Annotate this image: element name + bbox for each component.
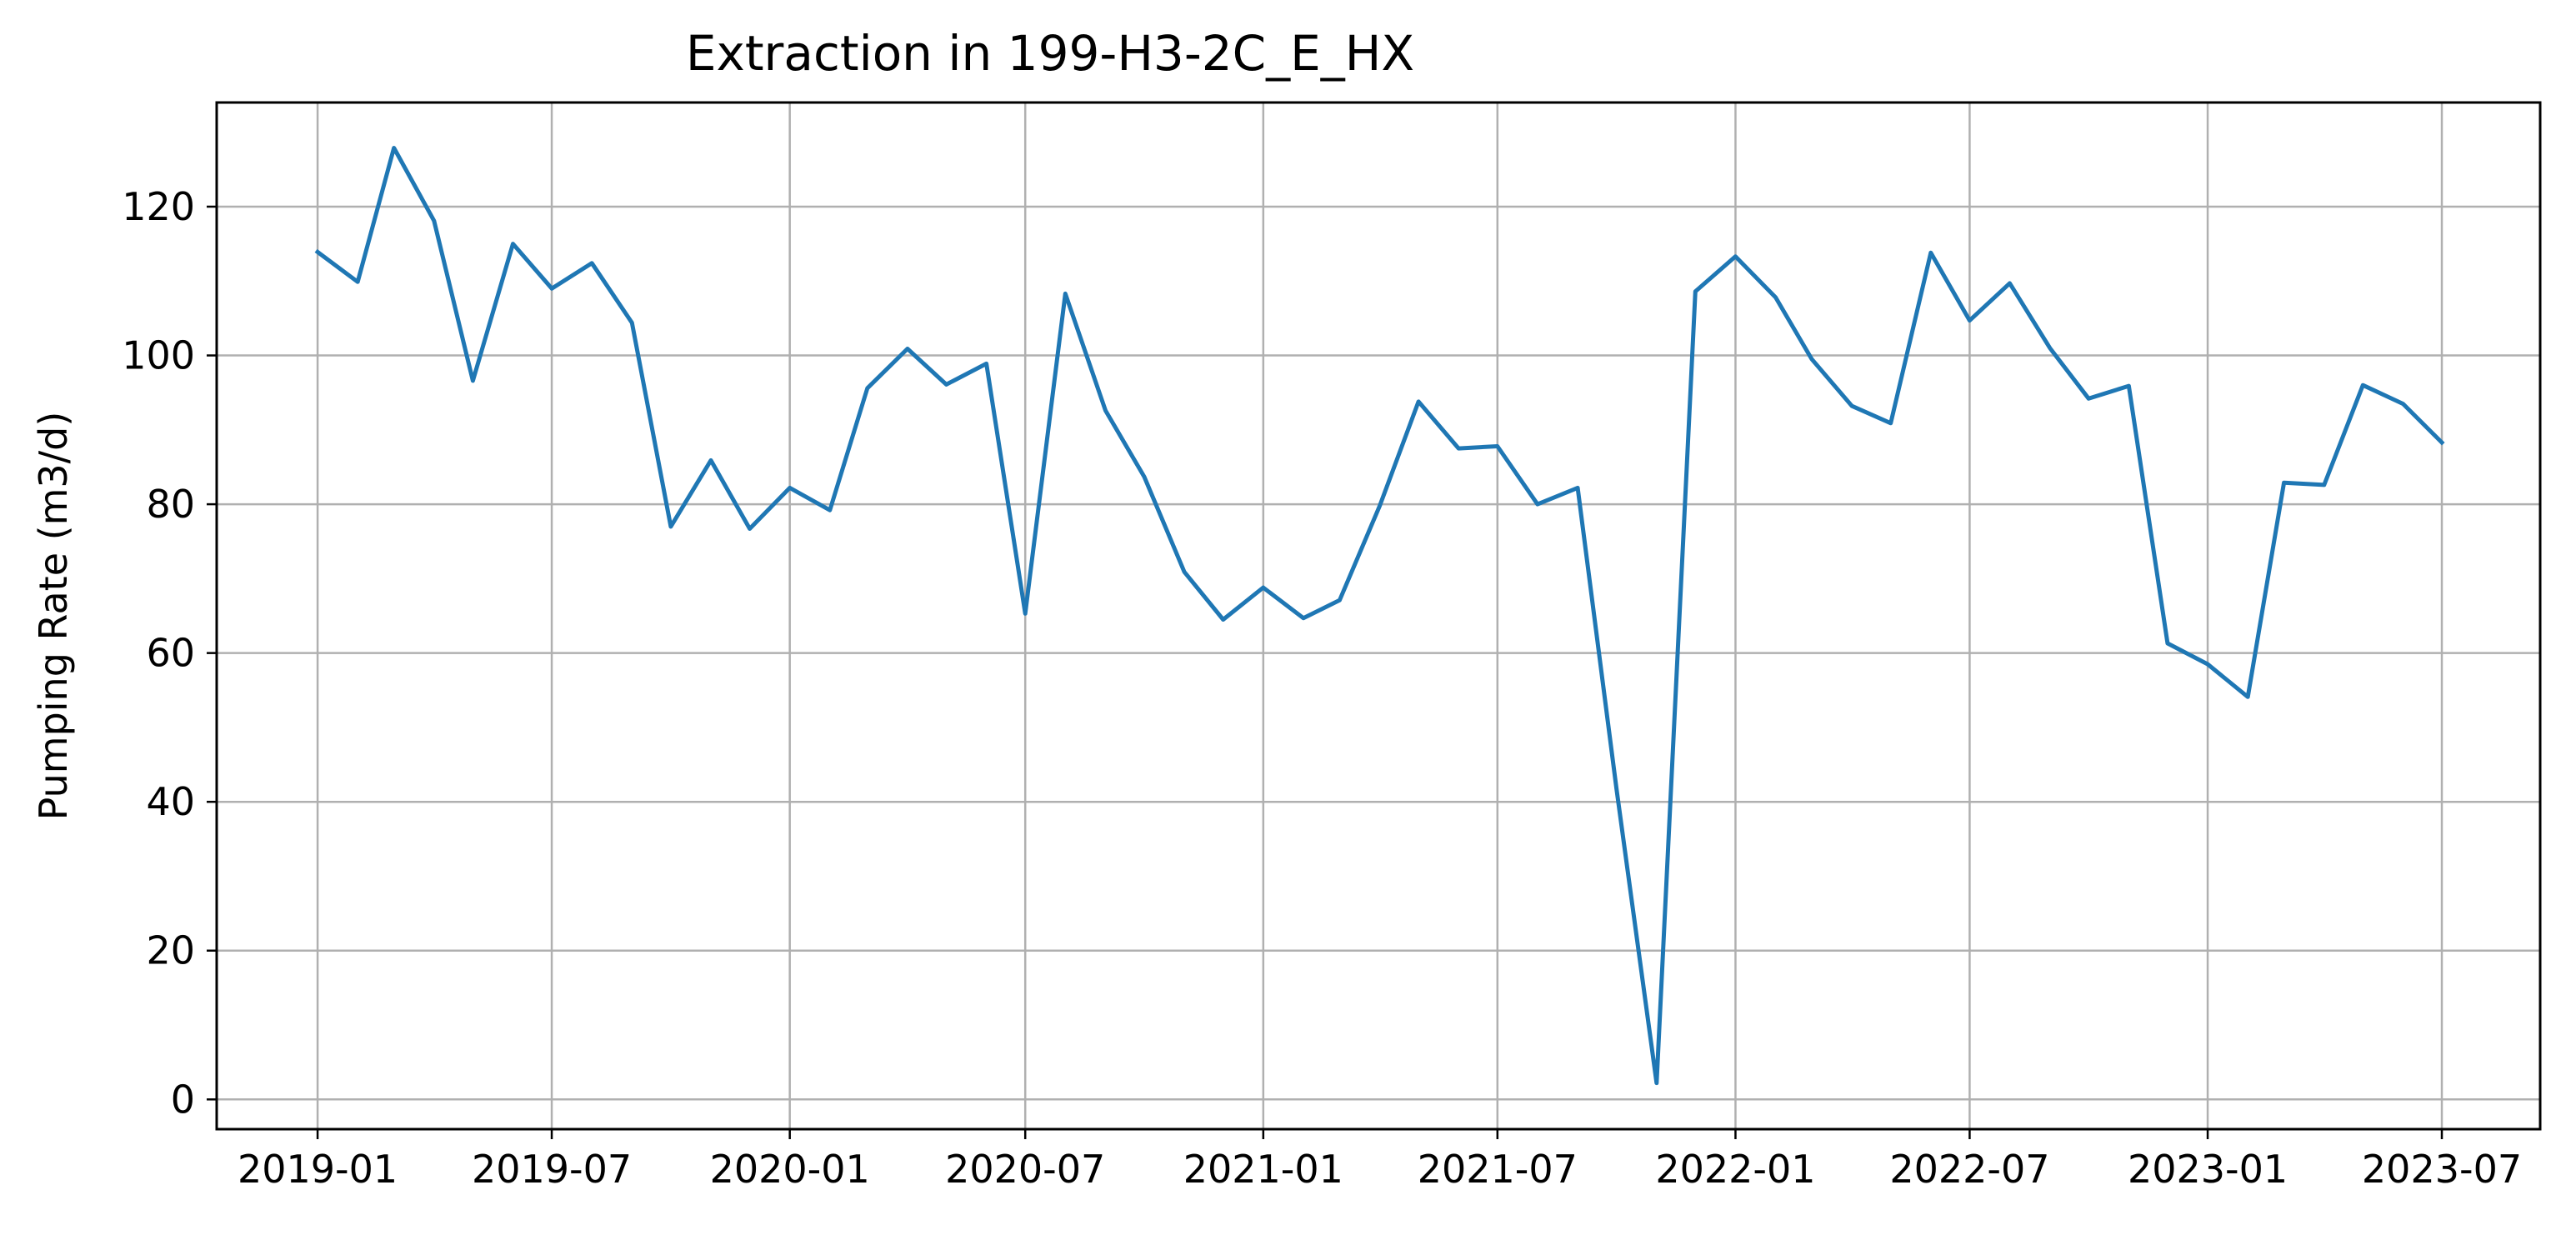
x-tick-label: 2021-01: [1183, 1147, 1343, 1192]
x-tick-label: 2023-01: [2128, 1147, 2288, 1192]
gridlines: [217, 102, 2540, 1129]
x-tick-label: 2020-01: [710, 1147, 870, 1192]
y-tick-label: 40: [146, 779, 195, 824]
y-tick-label: 80: [146, 482, 195, 527]
y-axis: 0 20 40 60 80 100 120: [122, 184, 217, 1122]
y-tick-label: 120: [122, 184, 195, 229]
x-tick-label: 2019-01: [238, 1147, 398, 1192]
series-group: 2019-01: 113.92019-02: 109.92019-03: 127…: [314, 146, 2445, 1086]
y-tick-label: 100: [122, 333, 195, 378]
series-line: [314, 146, 2445, 1086]
y-tick-label: 0: [171, 1077, 195, 1122]
x-axis: 2019-01 2019-07 2020-01 2020-07 2021-01 2021-…: [238, 1129, 2522, 1192]
chart-title: Extraction in 199-H3-2C_E_HX: [686, 25, 1414, 82]
y-tick-label: 60: [146, 631, 195, 676]
plot-frame: [215, 101, 2542, 1131]
x-tick-label: 2022-01: [1655, 1147, 1815, 1192]
x-tick-label: 2021-07: [1418, 1147, 1578, 1192]
y-tick-label: 20: [146, 928, 195, 973]
x-tick-label: 2023-07: [2362, 1147, 2522, 1192]
y-axis-label: Pumping Rate (m3/d): [31, 412, 76, 821]
x-tick-label: 2019-07: [472, 1147, 632, 1192]
x-tick-label: 2020-07: [945, 1147, 1105, 1192]
x-tick-label: 2022-07: [1889, 1147, 2049, 1192]
